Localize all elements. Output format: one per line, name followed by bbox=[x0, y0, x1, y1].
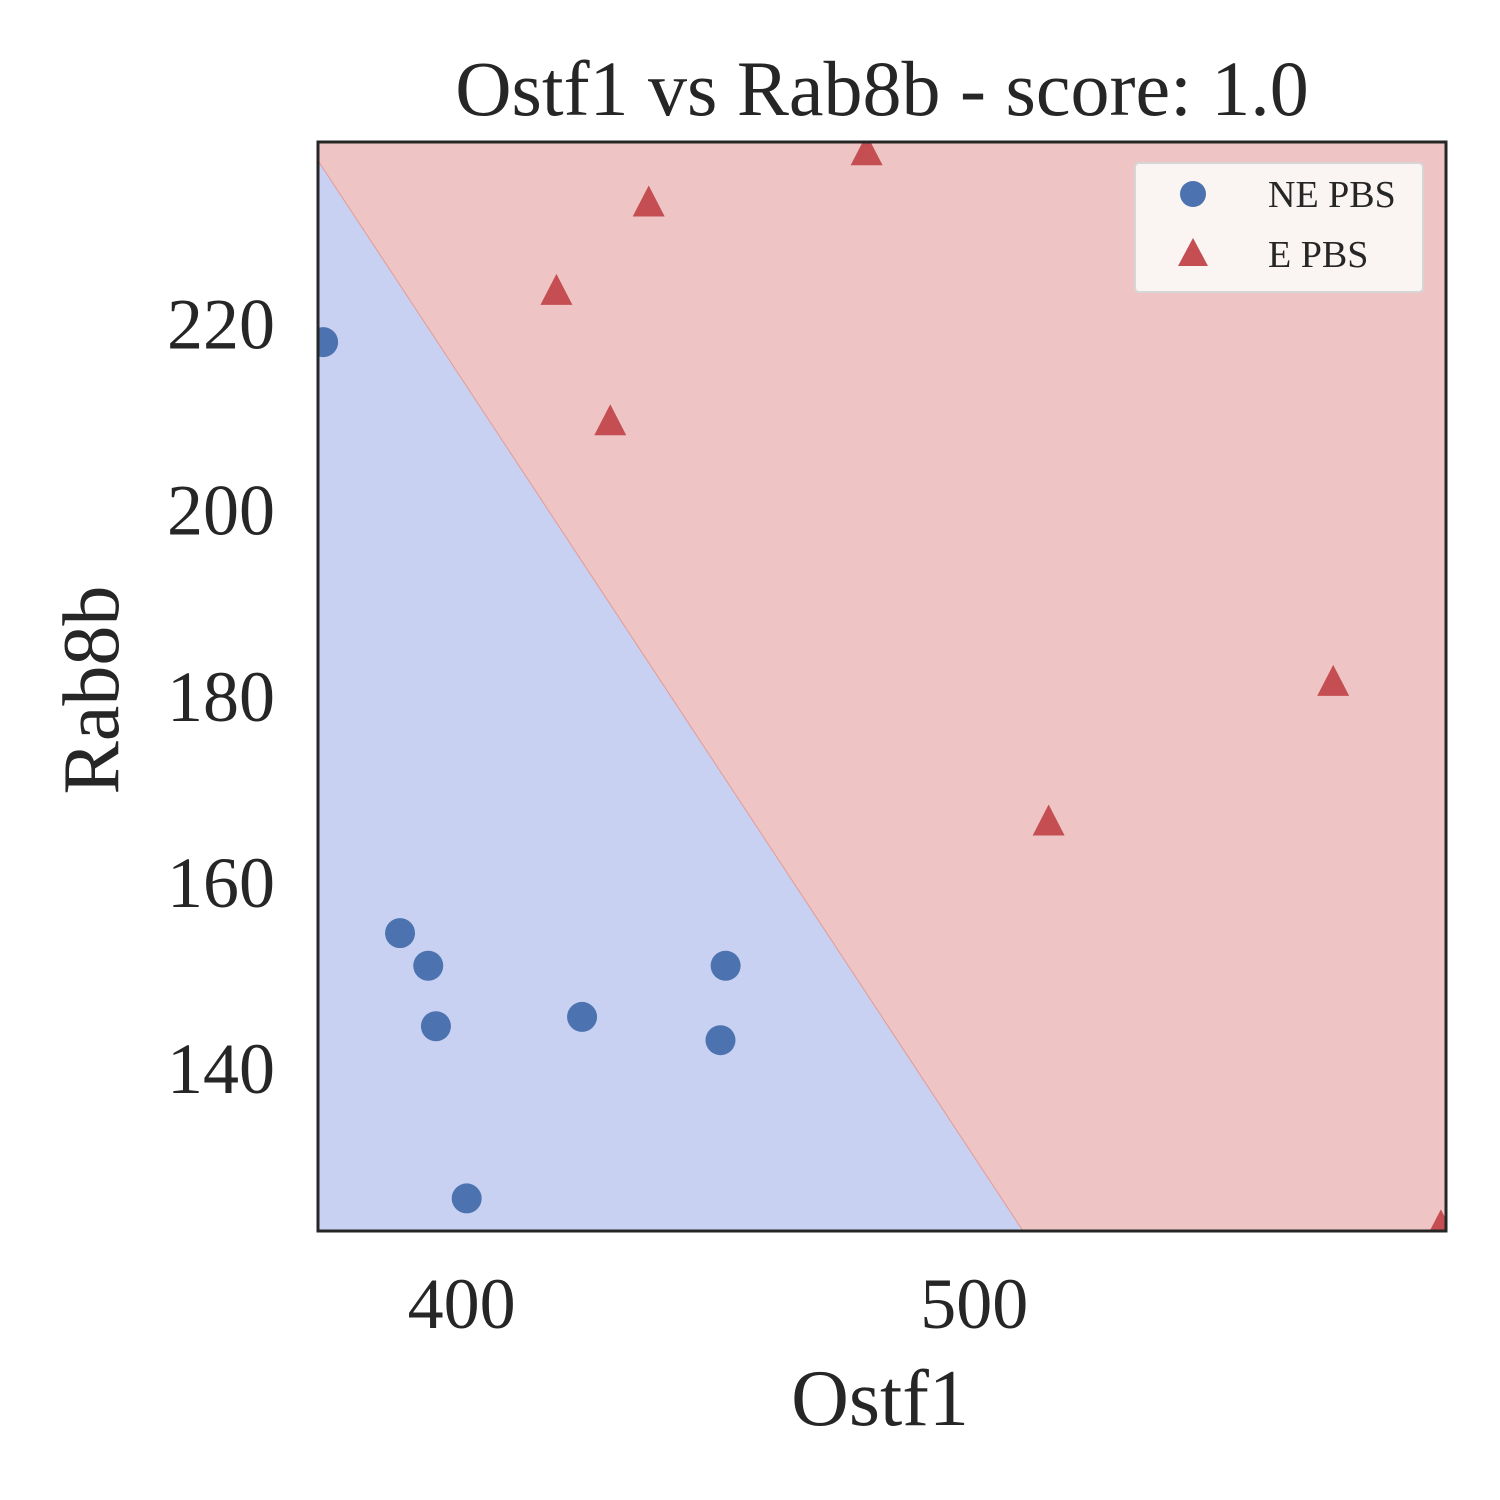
y-tick-label: 200 bbox=[167, 471, 275, 551]
x-tick-label: 400 bbox=[408, 1264, 516, 1344]
region-e-pbs bbox=[318, 142, 1446, 1231]
y-axis-label: Rab8b bbox=[48, 586, 136, 795]
data-point-ne-pbs bbox=[318, 327, 339, 358]
data-point-e-pbs bbox=[632, 185, 665, 217]
decision-regions bbox=[318, 142, 1446, 1231]
data-point-ne-pbs bbox=[420, 1011, 451, 1042]
x-tick-label: 500 bbox=[920, 1264, 1028, 1344]
data-point-ne-pbs bbox=[705, 1025, 736, 1056]
data-points bbox=[318, 142, 1446, 1231]
data-point-e-pbs bbox=[850, 142, 883, 166]
x-axis-ticks: 400 500 bbox=[408, 1264, 1029, 1344]
y-tick-label: 220 bbox=[167, 285, 275, 365]
decision-boundary bbox=[318, 159, 1024, 1231]
y-tick-label: 140 bbox=[167, 1029, 275, 1109]
x-axis-label: Ostf1 bbox=[791, 1355, 969, 1443]
y-tick-label: 160 bbox=[167, 843, 275, 923]
y-axis-ticks: 140 160 180 200 220 bbox=[167, 285, 275, 1110]
data-point-ne-pbs bbox=[710, 950, 741, 981]
legend: NE PBS E PBS bbox=[1134, 162, 1424, 293]
data-point-e-pbs bbox=[1429, 1209, 1446, 1231]
data-point-e-pbs bbox=[594, 404, 627, 436]
legend-marker-ne-pbs bbox=[1180, 181, 1206, 207]
data-point-ne-pbs bbox=[385, 918, 416, 949]
data-point-ne-pbs bbox=[413, 950, 444, 981]
legend-label-e-pbs: E PBS bbox=[1268, 234, 1368, 276]
data-point-e-pbs bbox=[1032, 804, 1065, 836]
data-point-e-pbs bbox=[540, 273, 573, 305]
legend-label-ne-pbs: NE PBS bbox=[1268, 174, 1396, 216]
data-point-ne-pbs bbox=[567, 1001, 598, 1032]
legend-marker-e-pbs bbox=[1178, 238, 1208, 266]
legend-box bbox=[1134, 162, 1424, 293]
plot-frame bbox=[316, 140, 1448, 1233]
data-point-e-pbs bbox=[1317, 664, 1350, 696]
chart-title: Ostf1 vs Rab8b - score: 1.0 bbox=[455, 45, 1309, 132]
data-point-ne-pbs bbox=[451, 1183, 482, 1214]
y-tick-label: 180 bbox=[167, 657, 275, 737]
